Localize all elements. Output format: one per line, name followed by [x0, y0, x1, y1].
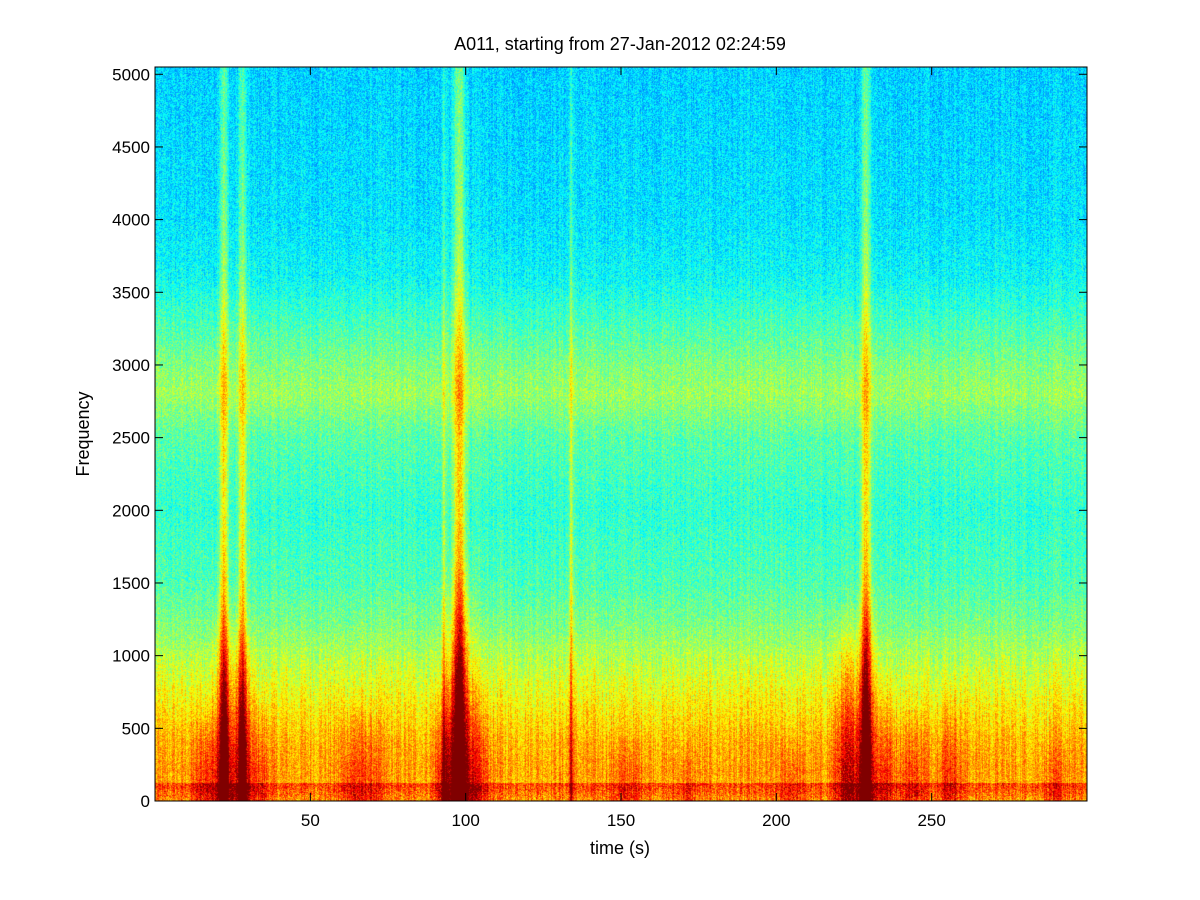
- spectrogram-heatmap: [155, 67, 1087, 801]
- y-tick-label: 3000: [112, 356, 150, 375]
- y-axis: 0 500 1000 1500 2000 2500 3000 3500 4000 4500 5000: [112, 65, 1087, 811]
- y-tick-label: 4000: [112, 211, 150, 230]
- x-tick-label: 50: [301, 811, 320, 830]
- y-tick-label: 5000: [112, 65, 150, 84]
- y-tick-label: 4500: [112, 138, 150, 157]
- y-tick-label: 2500: [112, 429, 150, 448]
- chart-title: A011, starting from 27-Jan-2012 02:24:59: [454, 34, 786, 54]
- x-tick-label: 250: [917, 811, 945, 830]
- y-tick-label: 3500: [112, 283, 150, 302]
- y-tick-label: 1500: [112, 574, 150, 593]
- y-axis-label: Frequency: [73, 391, 93, 476]
- spectrogram-image-holder: [155, 67, 1087, 801]
- x-tick-label: 100: [451, 811, 479, 830]
- x-axis: 50 100 150 200 250: [301, 67, 946, 830]
- x-tick-label: 150: [607, 811, 635, 830]
- x-tick-label: 200: [762, 811, 790, 830]
- y-tick-label: 1000: [112, 647, 150, 666]
- y-tick-label: 500: [122, 719, 150, 738]
- y-tick-label: 2000: [112, 501, 150, 520]
- x-axis-label: time (s): [590, 838, 650, 858]
- y-tick-label: 0: [141, 792, 150, 811]
